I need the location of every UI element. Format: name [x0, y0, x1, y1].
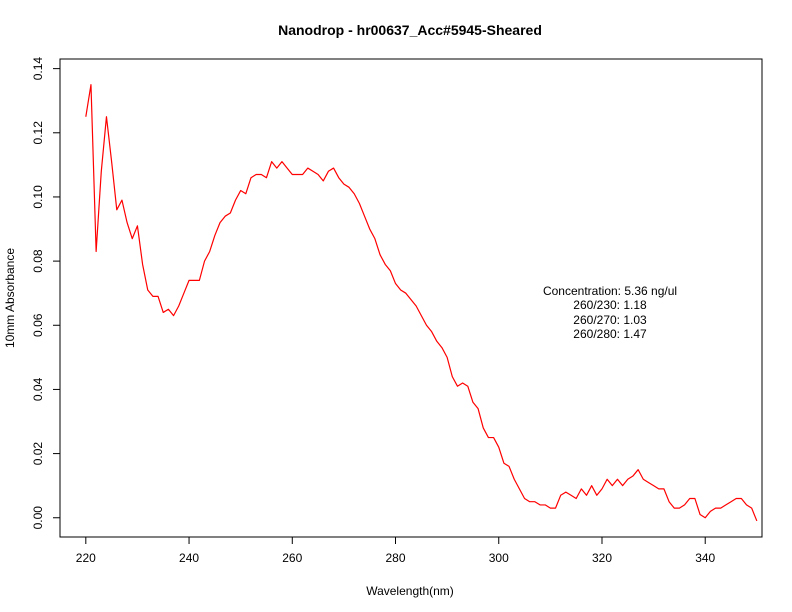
x-tick-label: 220 [76, 551, 96, 565]
y-axis-label: 10mm Absorbance [3, 248, 17, 348]
x-axis-label: Wavelength(nm) [366, 584, 454, 598]
x-axis: 220 240 260 280 300 320 340 [76, 536, 716, 565]
y-tick-label: 0.14 [31, 57, 45, 81]
x-tick-label: 300 [489, 551, 509, 565]
annotation-ratio-260-230: 260/230: 1.18 [573, 298, 647, 312]
x-tick-label: 280 [385, 551, 405, 565]
y-tick-label: 0.02 [31, 442, 45, 466]
y-tick-label: 0.06 [31, 313, 45, 337]
annotation-block: Concentration: 5.36 ng/ul 260/230: 1.18 … [543, 284, 677, 341]
chart-title: Nanodrop - hr00637_Acc#5945-Sheared [278, 22, 542, 38]
y-tick-label: 0.04 [31, 377, 45, 401]
annotation-ratio-260-280: 260/280: 1.47 [573, 327, 647, 341]
x-tick-label: 340 [695, 551, 715, 565]
y-axis: 0.00 0.02 0.04 0.06 0.08 0.10 0.12 0.14 [31, 57, 61, 530]
annotation-ratio-260-270: 260/270: 1.03 [573, 313, 647, 327]
x-tick-label: 260 [282, 551, 302, 565]
annotation-concentration: Concentration: 5.36 ng/ul [543, 284, 677, 298]
x-tick-label: 240 [179, 551, 199, 565]
y-tick-label: 0.10 [31, 185, 45, 209]
x-tick-label: 320 [592, 551, 612, 565]
y-tick-label: 0.12 [31, 121, 45, 145]
y-tick-label: 0.08 [31, 249, 45, 273]
y-tick-label: 0.00 [31, 506, 45, 530]
absorbance-series-line [85, 84, 758, 522]
series-layer [85, 84, 758, 522]
